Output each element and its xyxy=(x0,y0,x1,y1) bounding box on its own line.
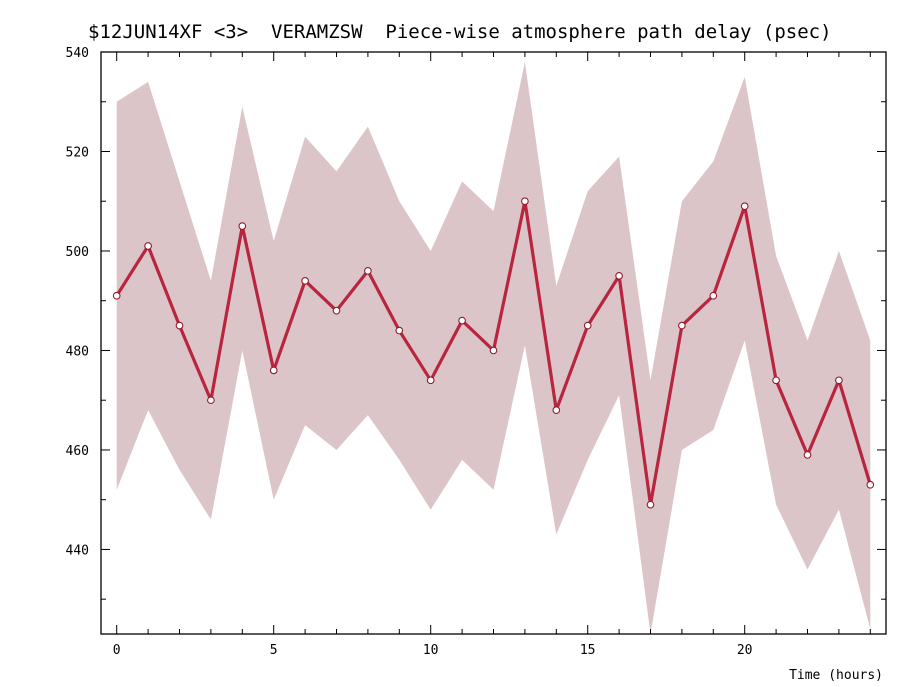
data-point xyxy=(740,202,749,211)
data-point xyxy=(709,291,718,300)
chart-title: $12JUN14XF <3> VERAMZSW Piece-wise atmos… xyxy=(88,21,832,43)
data-point xyxy=(426,376,435,385)
x-axis-label: Time (hours) xyxy=(789,668,883,683)
y-tick-label: 460 xyxy=(66,444,89,459)
data-point xyxy=(144,242,152,250)
x-tick-label: 10 xyxy=(423,643,439,658)
data-point xyxy=(301,276,309,285)
data-point xyxy=(646,500,655,509)
data-point xyxy=(332,306,341,315)
data-point xyxy=(772,376,780,385)
data-point xyxy=(803,451,812,459)
data-point xyxy=(615,271,623,280)
axis-ticks xyxy=(101,51,886,634)
data-point xyxy=(678,321,686,330)
data-point xyxy=(269,366,278,375)
data-point xyxy=(458,316,466,325)
data-point xyxy=(364,267,372,275)
tick-labels: 0 5 10 15 20 440 460 480 500 520 540 xyxy=(66,46,753,658)
x-tick-label: 15 xyxy=(580,643,596,658)
y-tick-label: 480 xyxy=(66,344,89,359)
data-point xyxy=(552,406,561,415)
data-point xyxy=(207,396,215,405)
data-point xyxy=(866,480,875,489)
data-point xyxy=(521,197,529,206)
x-tick-label: 20 xyxy=(737,643,753,658)
data-point xyxy=(835,376,843,385)
data-point xyxy=(583,321,592,330)
data-point xyxy=(175,321,184,330)
data-point-layer xyxy=(112,197,875,509)
data-point xyxy=(112,291,121,300)
y-tick-label: 520 xyxy=(66,145,89,160)
data-point xyxy=(395,326,404,335)
y-tick-label: 540 xyxy=(66,46,89,61)
x-tick-label: 5 xyxy=(270,643,278,658)
x-tick-label: 0 xyxy=(113,643,121,658)
y-tick-label: 440 xyxy=(66,543,89,558)
data-point xyxy=(489,346,498,355)
y-tick-label: 500 xyxy=(66,245,89,260)
data-point xyxy=(238,222,247,230)
